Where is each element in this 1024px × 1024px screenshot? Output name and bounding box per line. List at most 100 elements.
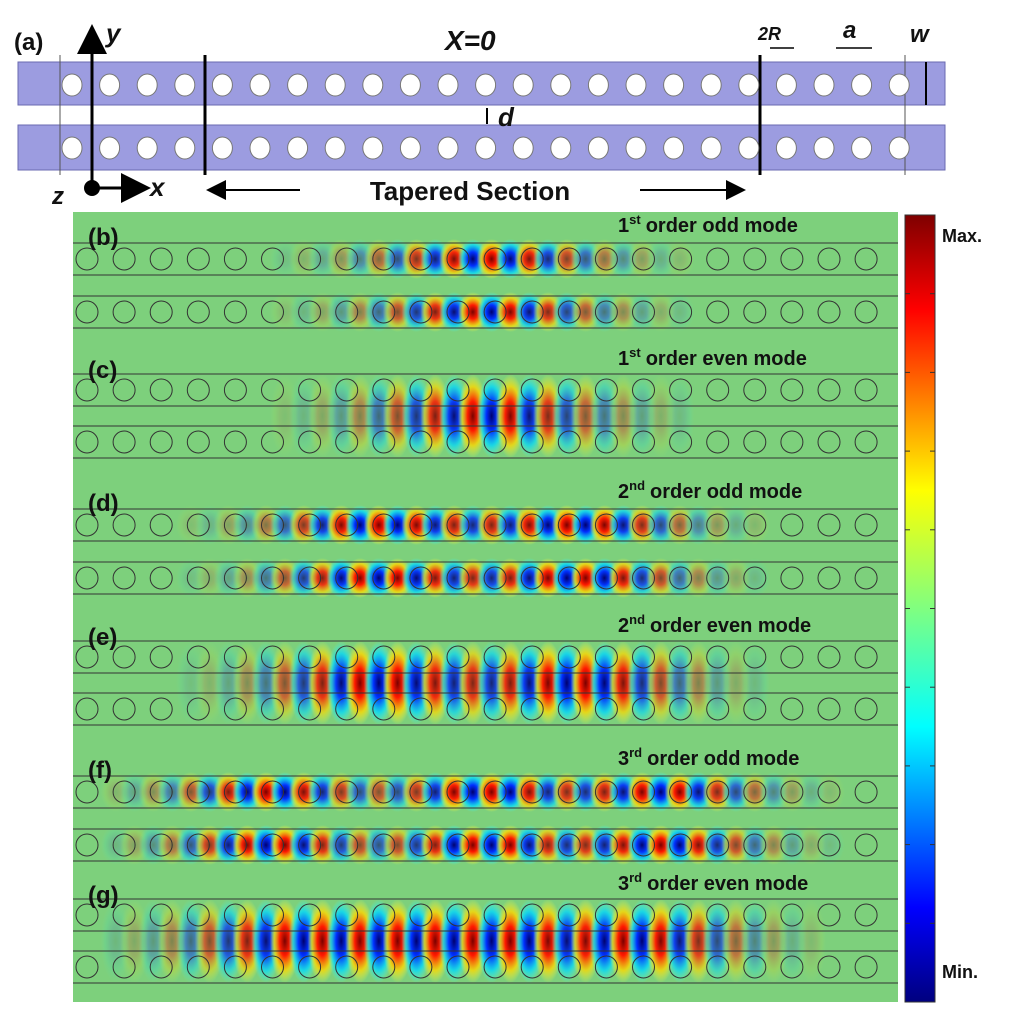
- hole: [888, 136, 910, 160]
- mode-text: order even mode: [647, 873, 808, 895]
- hole: [223, 378, 247, 402]
- hole: [223, 513, 247, 537]
- hole: [446, 247, 470, 271]
- hole: [298, 903, 322, 927]
- hole: [335, 247, 359, 271]
- hole: [409, 780, 433, 804]
- hole: [223, 300, 247, 324]
- mode-text: order even mode: [650, 615, 811, 637]
- panel-a: (a) y X=0 2R a w d z x Tapered Section: [14, 17, 946, 210]
- hole: [372, 955, 396, 979]
- hole: [112, 430, 136, 454]
- field-lobe: [739, 558, 770, 598]
- hole: [483, 513, 507, 537]
- hole: [324, 136, 346, 160]
- label: a: [843, 17, 856, 44]
- hole: [362, 73, 384, 97]
- hole: [520, 780, 544, 804]
- hole: [520, 833, 544, 857]
- hole: [632, 247, 655, 271]
- mode-suffix: rd: [629, 870, 642, 885]
- hole: [550, 73, 572, 97]
- mode-suffix: rd: [629, 745, 642, 760]
- mode-order: 1: [618, 215, 629, 237]
- hole: [632, 955, 655, 979]
- panel-label: (g): [88, 882, 119, 909]
- hole: [669, 903, 693, 927]
- hole: [669, 513, 693, 537]
- hole: [186, 566, 210, 590]
- hole: [149, 566, 173, 590]
- hole: [75, 697, 99, 721]
- mode-suffix: st: [629, 345, 641, 360]
- hole: [446, 430, 470, 454]
- hole: [817, 378, 841, 402]
- hole: [743, 780, 767, 804]
- field-lobe: [739, 641, 770, 725]
- mode-order: 2: [618, 481, 629, 503]
- hole: [706, 566, 730, 590]
- hole: [372, 903, 396, 927]
- hole: [557, 903, 581, 927]
- hole: [743, 430, 767, 454]
- hole: [780, 430, 804, 454]
- hole: [186, 513, 210, 537]
- hole: [261, 833, 284, 857]
- hole: [261, 566, 284, 590]
- hole: [854, 903, 878, 927]
- hole: [261, 513, 284, 537]
- hole: [112, 645, 136, 669]
- hole: [854, 300, 878, 324]
- hole: [335, 955, 359, 979]
- hole: [409, 833, 433, 857]
- hole: [335, 697, 359, 721]
- hole: [149, 300, 173, 324]
- hole: [557, 430, 581, 454]
- field-lobe: [815, 772, 845, 812]
- hole: [706, 513, 730, 537]
- hole: [743, 247, 767, 271]
- hole: [817, 903, 841, 927]
- hole: [149, 780, 173, 804]
- hole: [75, 378, 99, 402]
- hole: [557, 300, 581, 324]
- hole: [817, 513, 841, 537]
- hole: [594, 780, 618, 804]
- hole: [706, 378, 730, 402]
- hole: [817, 955, 841, 979]
- hole: [817, 430, 841, 454]
- axis-label: y: [104, 18, 122, 48]
- hole: [186, 645, 210, 669]
- hole: [261, 903, 284, 927]
- hole: [817, 247, 841, 271]
- hole: [483, 903, 507, 927]
- hole: [594, 513, 618, 537]
- hole: [446, 955, 470, 979]
- hole: [632, 833, 655, 857]
- hole: [557, 955, 581, 979]
- mode-text: order even mode: [646, 348, 807, 370]
- hole: [854, 566, 878, 590]
- hole: [557, 513, 581, 537]
- panel-label: (f): [88, 757, 112, 784]
- hole: [520, 697, 544, 721]
- hole: [520, 903, 544, 927]
- hole: [372, 300, 396, 324]
- hole: [817, 833, 841, 857]
- field-lobe: [815, 825, 845, 865]
- panel-label: (b): [88, 224, 119, 251]
- hole: [372, 430, 396, 454]
- hole: [512, 73, 534, 97]
- hole: [186, 955, 210, 979]
- hole: [409, 955, 433, 979]
- hole: [223, 903, 247, 927]
- mode-title: 2nd order even mode: [618, 612, 811, 637]
- mode-title: 2nd order odd mode: [618, 478, 802, 503]
- hole: [223, 833, 247, 857]
- hole: [780, 833, 804, 857]
- hole: [780, 903, 804, 927]
- hole: [632, 903, 655, 927]
- label: X=0: [443, 25, 496, 56]
- hole: [483, 780, 507, 804]
